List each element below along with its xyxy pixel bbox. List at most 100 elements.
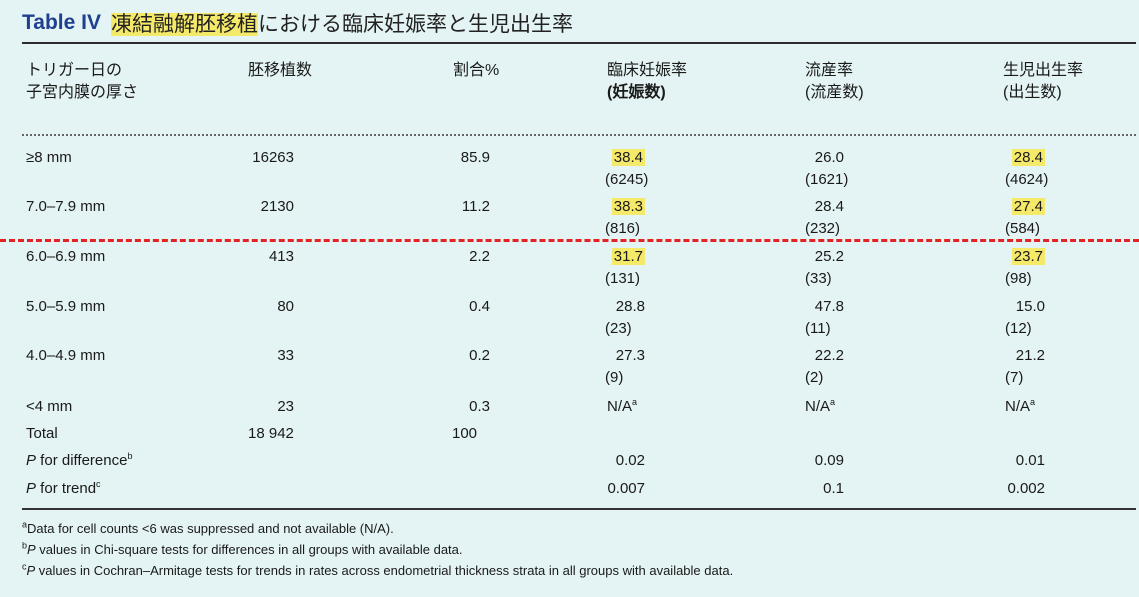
- p-sup: b: [127, 451, 133, 461]
- table-label: Table IV: [22, 11, 101, 34]
- cell-livebirth-count: (12): [1005, 320, 1032, 337]
- cell-pregnancy-na: N/Aa: [607, 397, 637, 417]
- p-italic: P: [26, 480, 37, 497]
- cell-miscarriage-rate: 28.4: [814, 198, 844, 215]
- cell-miscarriage-rate: 22.2: [814, 347, 844, 364]
- cutoff-dashed-line: [0, 239, 1139, 242]
- p-difference-pregnancy: 0.02: [615, 452, 645, 469]
- p-trend-label: P for trendc: [26, 479, 101, 499]
- cell-livebirth-count: (98): [1005, 270, 1032, 287]
- footnote-sup: b: [22, 540, 28, 551]
- cell-transfers: 2130: [260, 198, 294, 215]
- footnote-sup: c: [22, 561, 27, 572]
- cell-miscarriage-rate: 26.0: [814, 149, 844, 166]
- na-text: N/A: [805, 398, 831, 415]
- header-miscarriage-line1: 流産率: [805, 62, 854, 79]
- cell-pregnancy-rate: 28.8: [615, 298, 645, 315]
- cell-miscarriage-count: (11): [805, 320, 831, 337]
- cell-percent: 2.2: [469, 248, 490, 265]
- p-difference-label: P for differenceb: [26, 451, 132, 471]
- total-label: Total: [26, 425, 58, 442]
- header-livebirth-line2: (出生数): [1003, 84, 1062, 101]
- cell-pregnancy-rate: 38.4: [611, 148, 645, 168]
- total-percent: 100: [452, 425, 478, 442]
- cell-transfers: 33: [277, 347, 294, 364]
- cell-livebirth-rate: 23.7: [1011, 247, 1045, 267]
- header-livebirth: 生児出生率 (出生数): [1003, 60, 1083, 104]
- cell-miscarriage-rate: 25.2: [814, 248, 844, 265]
- cell-transfers: 413: [268, 248, 294, 265]
- table-title: Table IV 凍結融解胚移植における臨床妊娠率と生児出生率: [22, 8, 573, 38]
- header-divider: [22, 134, 1136, 136]
- cell-miscarriage-rate: 47.8: [814, 298, 844, 315]
- cell-pregnancy-count: (9): [605, 369, 624, 386]
- cell-transfers: 80: [277, 298, 294, 315]
- row-label: ≥8 mm: [26, 149, 72, 166]
- p-italic: P: [26, 452, 37, 469]
- footnote-p: P: [27, 542, 36, 557]
- footnote-b: bP values in Chi-square tests for differ…: [22, 541, 463, 559]
- total-transfers: 18 942: [248, 425, 294, 442]
- cell-livebirth-count: (4624): [1005, 171, 1049, 188]
- header-percent: 割合%: [453, 62, 500, 79]
- cell-livebirth-rate: 27.4: [1011, 197, 1045, 217]
- cell-percent: 85.9: [460, 149, 490, 166]
- cell-percent: 0.2: [469, 347, 490, 364]
- footnote-sup: a: [22, 519, 28, 530]
- na-sup: a: [632, 397, 638, 407]
- footnote-text: values in Chi-square tests for differenc…: [35, 542, 463, 557]
- footnote-p: P: [26, 563, 36, 578]
- cell-livebirth-rate: 28.4: [1011, 148, 1045, 168]
- cell-pregnancy-count: (131): [605, 270, 641, 287]
- header-pregnancy-line2: (妊娠数): [607, 84, 666, 101]
- row-label: 6.0–6.9 mm: [26, 248, 106, 265]
- p-trend-pregnancy: 0.007: [607, 480, 645, 497]
- caption-highlight: 凍結融解胚移植: [110, 13, 258, 36]
- header-thickness-line2: 子宮内膜の厚さ: [26, 84, 139, 101]
- cell-miscarriage-count: (33): [805, 270, 832, 287]
- cell-livebirth-rate: 21.2: [1015, 347, 1045, 364]
- cell-miscarriage-na: N/Aa: [805, 397, 835, 417]
- footnote-text: Data for cell counts <6 was suppressed a…: [27, 521, 394, 536]
- cell-miscarriage-count: (232): [805, 220, 841, 237]
- cell-pregnancy-rate: 31.7: [611, 247, 645, 267]
- header-pregnancy-line1: 臨床妊娠率: [607, 62, 688, 79]
- header-thickness: トリガー日の 子宮内膜の厚さ: [26, 60, 138, 104]
- header-miscarriage: 流産率 (流産数): [805, 60, 864, 104]
- footnote-a: aData for cell counts <6 was suppressed …: [22, 520, 394, 538]
- caption-rest: における臨床妊娠率と生児出生率: [257, 13, 573, 36]
- cell-livebirth-rate: 15.0: [1015, 298, 1045, 315]
- row-label: <4 mm: [26, 398, 73, 415]
- cell-percent: 0.3: [469, 398, 490, 415]
- row-label: 7.0–7.9 mm: [26, 198, 106, 215]
- cell-miscarriage-count: (1621): [805, 171, 849, 188]
- row-label: 5.0–5.9 mm: [26, 298, 106, 315]
- row-label: 4.0–4.9 mm: [26, 347, 106, 364]
- cell-transfers: 16263: [252, 149, 294, 166]
- p-difference-miscarriage: 0.09: [814, 452, 844, 469]
- cell-percent: 0.4: [469, 298, 490, 315]
- p-trend-miscarriage: 0.1: [823, 480, 844, 497]
- cell-livebirth-count: (584): [1005, 220, 1041, 237]
- cell-livebirth-rate-highlight: 27.4: [1011, 198, 1045, 215]
- cell-miscarriage-count: (2): [805, 369, 824, 386]
- p-trend-livebirth: 0.002: [1007, 480, 1045, 497]
- header-livebirth-line1: 生児出生率: [1003, 62, 1084, 79]
- cell-livebirth-na: N/Aa: [1005, 397, 1035, 417]
- header-pregnancy: 臨床妊娠率 (妊娠数): [607, 60, 687, 104]
- cell-livebirth-count: (7): [1005, 369, 1024, 386]
- cell-pregnancy-count: (23): [605, 320, 632, 337]
- top-rule: [22, 42, 1136, 44]
- na-sup: a: [1030, 397, 1036, 407]
- p-sup: c: [96, 479, 101, 489]
- cell-transfers: 23: [277, 398, 294, 415]
- na-text: N/A: [1005, 398, 1031, 415]
- header-thickness-line1: トリガー日の: [26, 62, 123, 79]
- p-difference-livebirth: 0.01: [1015, 452, 1045, 469]
- p-label-text: for trend: [36, 480, 97, 497]
- cell-pregnancy-rate-highlight: 38.3: [611, 198, 645, 215]
- footnote-text: values in Cochran–Armitage tests for tre…: [35, 563, 734, 578]
- na-sup: a: [830, 397, 836, 407]
- cell-livebirth-rate-highlight: 28.4: [1011, 149, 1045, 166]
- na-text: N/A: [607, 398, 633, 415]
